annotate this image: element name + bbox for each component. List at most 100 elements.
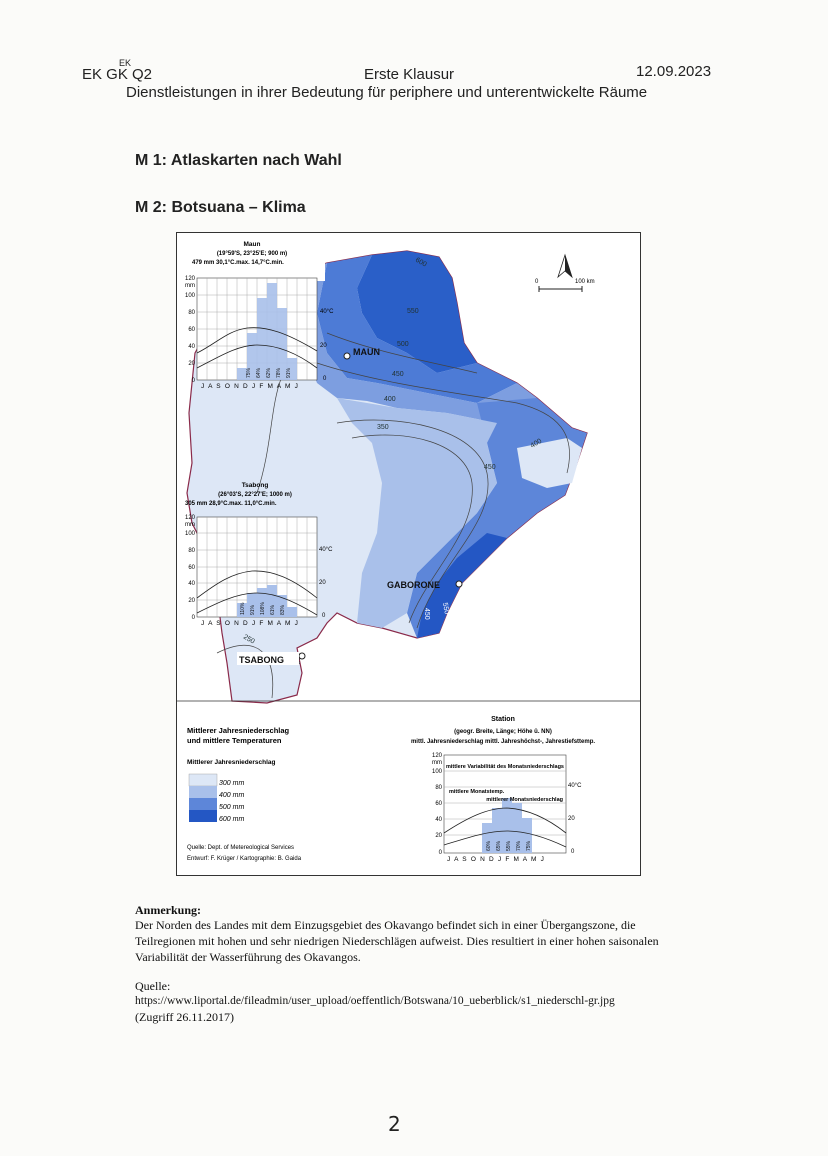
city-dot-tsabong <box>298 652 306 660</box>
exam-date: 12.09.2023 <box>636 63 712 80</box>
station-months: J A S O N D J F M A M J <box>447 856 545 863</box>
variability: 83% <box>280 604 286 615</box>
exam-subtitle: Dienstleistungen in ihrer Bedeutung für … <box>126 84 648 101</box>
variability: 91% <box>286 367 292 378</box>
tsabong-coords: (26°03'S, 22°27'E; 1000 m) <box>218 492 292 498</box>
tick: 80 <box>188 310 195 316</box>
legend-label: 500 mm <box>219 804 244 811</box>
tick: 40°C <box>319 547 333 553</box>
tick: 0 <box>322 613 326 619</box>
tick: 100 <box>432 769 443 775</box>
variability: 78% <box>276 367 282 378</box>
isohyet-label: 450 <box>484 464 496 471</box>
exam-title: Erste Klausur <box>364 66 455 83</box>
variability: 61% <box>270 604 276 615</box>
legend-source: Quelle: Dept. of Metereological Services <box>187 845 294 851</box>
legend-credits: Entwurf: F. Krüger / Kartographie: B. Ga… <box>187 856 302 862</box>
variability: 65% <box>496 840 502 851</box>
tick: 60 <box>188 327 195 333</box>
variability: 60% <box>486 840 492 851</box>
tick: 40 <box>435 817 442 823</box>
legend-station: Station (geogr. Breite, Länge; Höhe ü. N… <box>411 716 595 863</box>
variability: 75% <box>246 367 252 378</box>
tick: 80 <box>435 785 442 791</box>
scale-zero: 0 <box>535 279 539 285</box>
legend-title-2: und mittlere Temperaturen <box>187 736 282 745</box>
climograph-tsabong: Tsabong (26°03'S, 22°27'E; 1000 m) 305 m… <box>185 482 333 627</box>
legend-swatch <box>189 786 217 798</box>
station-label-variability: mittlere Variabilität des Monatsniedersc… <box>446 764 564 770</box>
variability: 75% <box>526 840 532 851</box>
course-label: EK GK Q2 <box>82 66 153 83</box>
tick: 60 <box>188 565 195 571</box>
city-label-maun: MAUN <box>353 347 380 357</box>
isohyet-label: 400 <box>530 438 544 450</box>
tick: 120 <box>185 276 196 282</box>
source-heading: Quelle: <box>135 979 171 993</box>
tsabong-months: J A S O N D J F M A M J <box>201 620 299 627</box>
tick: mm <box>185 283 195 289</box>
page-number: 2 <box>388 1112 401 1136</box>
isohyet-label: 550 <box>441 602 450 615</box>
maun-stats: 479 mm 30,1°C.max. 14,7°C.min. <box>192 260 284 266</box>
tick: 0 <box>571 849 575 855</box>
tick: 40 <box>188 581 195 587</box>
isohyet-label: 450 <box>392 371 404 378</box>
legend-label: 600 mm <box>219 816 244 823</box>
note-line-2: Teilregionen mit hohen und sehr niedrige… <box>135 934 659 948</box>
north-arrow-icon <box>557 253 573 279</box>
region-450mm-band <box>287 263 537 423</box>
station-label-temperature: mittlere Monatstemp. <box>449 789 505 795</box>
source-accessed: (Zugriff 26.11.2017) <box>135 1010 234 1024</box>
isohyet-label: 350 <box>377 424 389 431</box>
note-heading: Anmerkung: <box>135 903 202 917</box>
tick: 0 <box>192 615 196 621</box>
climograph-maun: Maun (19°59'S, 23°25'E; 900 m) 479 mm 30… <box>180 237 334 390</box>
tick: 20 <box>568 816 575 822</box>
tick: mm <box>185 522 195 528</box>
variability: 110% <box>240 602 246 615</box>
tick: 60 <box>435 801 442 807</box>
tick: 20 <box>319 580 326 586</box>
city-label-tsabong: TSABONG <box>239 655 284 665</box>
tick: 0 <box>192 378 196 384</box>
legend-label: 400 mm <box>219 792 244 799</box>
tick: 40°C <box>568 783 582 789</box>
station-line1: (geogr. Breite, Länge; Höhe ü. NN) <box>454 729 552 735</box>
climate-map-svg: 600 550 500 450 400 350 450 400 450 550 … <box>177 237 640 863</box>
isohyet-label: 400 <box>384 396 396 403</box>
material-m2-heading: M 2: Botsuana – Klima <box>135 199 306 216</box>
legend-precipitation: Mittlerer Jahresniederschlag und mittler… <box>187 726 302 862</box>
maun-months: J A S O N D J F M A M J <box>201 383 299 390</box>
region-500mm-north <box>317 255 517 403</box>
scale-label: 100 km <box>575 279 595 285</box>
variability: 55% <box>506 840 512 851</box>
tick: 120 <box>185 515 196 521</box>
tick: 20 <box>188 598 195 604</box>
region-400mm-ring <box>337 398 497 628</box>
region-600mm-east <box>417 533 507 638</box>
tick: 20 <box>188 361 195 367</box>
legend-subtitle: Mittlerer Jahresniederschlag <box>187 759 276 766</box>
region-east-light <box>517 438 582 488</box>
legend-title-1: Mittlerer Jahresniederschlag <box>187 726 290 735</box>
legend-swatch <box>189 798 217 810</box>
material-m1-heading: M 1: Atlaskarten nach Wahl <box>135 152 342 169</box>
maun-title: Maun <box>244 241 261 248</box>
note-line-3: Variabilität der Wasserführung des Okava… <box>135 950 361 964</box>
source-url[interactable]: https://www.liportal.de/fileadmin/user_u… <box>135 995 615 1007</box>
city-dot-gaborone <box>455 580 463 588</box>
variability: 91% <box>250 604 256 615</box>
tick: 20 <box>435 833 442 839</box>
scale-bar: 0 100 km <box>535 279 595 292</box>
variability: 62% <box>266 367 272 378</box>
tick: 20 <box>320 343 327 349</box>
station-title: Station <box>491 716 515 723</box>
city-label-gaborone: GABORONE <box>387 580 440 590</box>
note-line-1: Der Norden des Landes mit dem Einzugsgeb… <box>135 918 636 932</box>
city-dot-maun <box>343 352 351 360</box>
tick: 100 <box>185 531 196 537</box>
region-600mm-north <box>357 251 477 373</box>
variability: 70% <box>516 840 522 851</box>
isohyet-label: 250 <box>242 634 256 646</box>
